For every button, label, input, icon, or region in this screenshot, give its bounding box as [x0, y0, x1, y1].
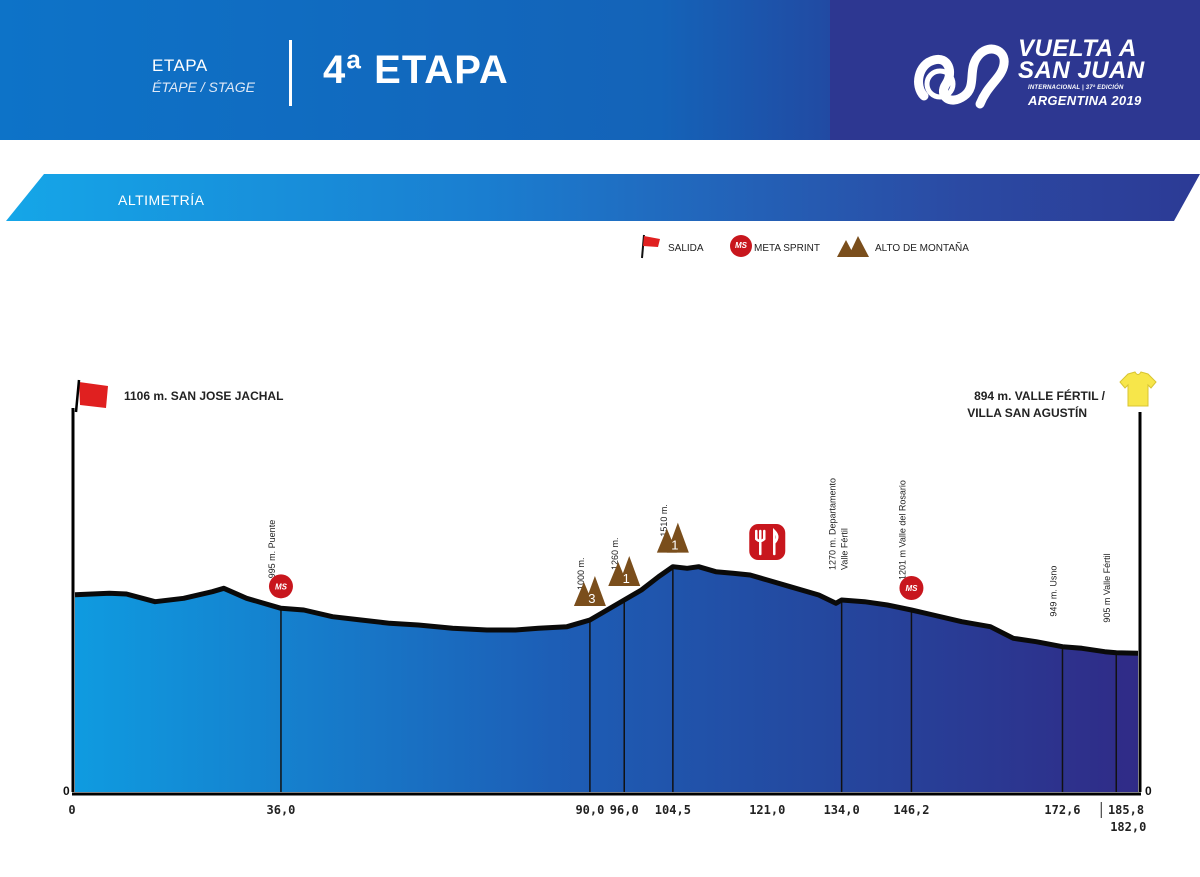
x-tick-label: 96,0: [610, 803, 639, 817]
x-tick-label: 146,2: [893, 803, 929, 817]
section-label: ALTIMETRÍA: [118, 192, 205, 208]
climb-icon: 1: [656, 522, 689, 553]
marker-label: 1510 m.: [659, 504, 669, 537]
x-tick-label: 36,0: [267, 803, 296, 817]
legend-flag-icon: [641, 234, 660, 259]
knife-shape: [773, 527, 779, 556]
stage-title: 4ª ETAPA: [323, 48, 509, 92]
logo-line-1: VUELTA A: [1018, 35, 1137, 62]
x-tick-label: 172,6: [1044, 803, 1080, 817]
y-tick-end: 0: [1145, 784, 1152, 798]
legend-salida-label: SALIDA: [668, 243, 704, 254]
marker-label: 1260 m.: [610, 537, 620, 570]
logo-line-3: INTERNACIONAL | 37ª EDICIÓN: [1028, 85, 1124, 91]
fork-shape: [755, 529, 766, 556]
x-tick-label: 134,0: [824, 803, 860, 817]
feed-zone-bg: [749, 524, 786, 560]
x-tick-label: 0: [68, 803, 75, 817]
x-tick-label: 182,0: [1110, 820, 1146, 834]
climb-category: 1: [623, 571, 630, 586]
x-tick-label: 121,0: [749, 803, 785, 817]
sprint-badge-label: MS: [905, 584, 918, 593]
start-flag-icon: [79, 382, 108, 408]
sprint-badge-icon: [899, 576, 924, 600]
profile-area: [75, 566, 1138, 792]
x-tick-label: 185,8: [1108, 803, 1144, 817]
climb-category: 3: [588, 591, 595, 606]
profile-line: [74, 564, 1139, 656]
legend-sprint-icon: MS: [730, 235, 752, 257]
y-tick-start: 0: [63, 784, 70, 798]
logo-line-4: ARGENTINA 2019: [1028, 93, 1142, 108]
section-banner: [6, 174, 1200, 221]
x-tick-label: 104,5: [655, 803, 691, 817]
sprint-badge-icon: [268, 574, 293, 599]
x-tick-label: 90,0: [575, 803, 604, 817]
marker-label: Valle Fértil: [840, 528, 850, 570]
marker-label: 905 m Valle Fértil: [1102, 553, 1112, 622]
logo-emblem-icon: [914, 44, 1009, 109]
elevation-profile-chart: 0 0 0 36,0 90,0 96,0 104,5 121,0 134,0 146,2 172,6…: [63, 371, 1157, 834]
climb-icon: 3: [573, 576, 606, 606]
mountain-peak-right: [618, 556, 641, 586]
marker-label: 1000 m.: [576, 557, 586, 590]
marker-label: 995 m. Puente: [267, 520, 277, 579]
finish-label: 894 m. VALLE FÉRTIL /: [974, 388, 1106, 403]
finish-label: VILLA SAN AGUSTÍN: [967, 405, 1087, 420]
header-slant: [830, 0, 1200, 140]
event-logo: VUELTA A SAN JUAN INTERNACIONAL | 37ª ED…: [910, 34, 1170, 114]
legend-sprint-label: META SPRINT: [754, 243, 820, 254]
sprint-badge-label: MS: [275, 582, 288, 591]
start-label: 1106 m. SAN JOSE JACHAL: [124, 389, 283, 403]
marker-label: 1270 m. Departamento: [828, 478, 838, 570]
etapa-label: ETAPA: [152, 56, 208, 75]
marker-label: 1201 m Valle del Rosario: [897, 480, 907, 580]
etapa-subtitle: ÉTAPE / STAGE: [152, 79, 255, 95]
marker-label: 949 m. Usno: [1048, 566, 1058, 617]
legend-mountain-icon: [837, 236, 869, 257]
logo-line-2: SAN JUAN: [1018, 57, 1145, 84]
climb-icon: 1: [608, 556, 641, 586]
mountain-peak-right: [583, 576, 606, 606]
start-flag-pole: [74, 379, 81, 413]
feed-zone-icon: [749, 524, 786, 560]
mountain-peak-right: [666, 522, 689, 553]
jersey-shape: [1119, 371, 1157, 407]
climb-category: 1: [671, 538, 678, 553]
legend-mountain-label: ALTO DE MONTAÑA: [875, 243, 969, 254]
header-divider: [289, 40, 292, 106]
leader-jersey-icon: [1119, 371, 1157, 407]
